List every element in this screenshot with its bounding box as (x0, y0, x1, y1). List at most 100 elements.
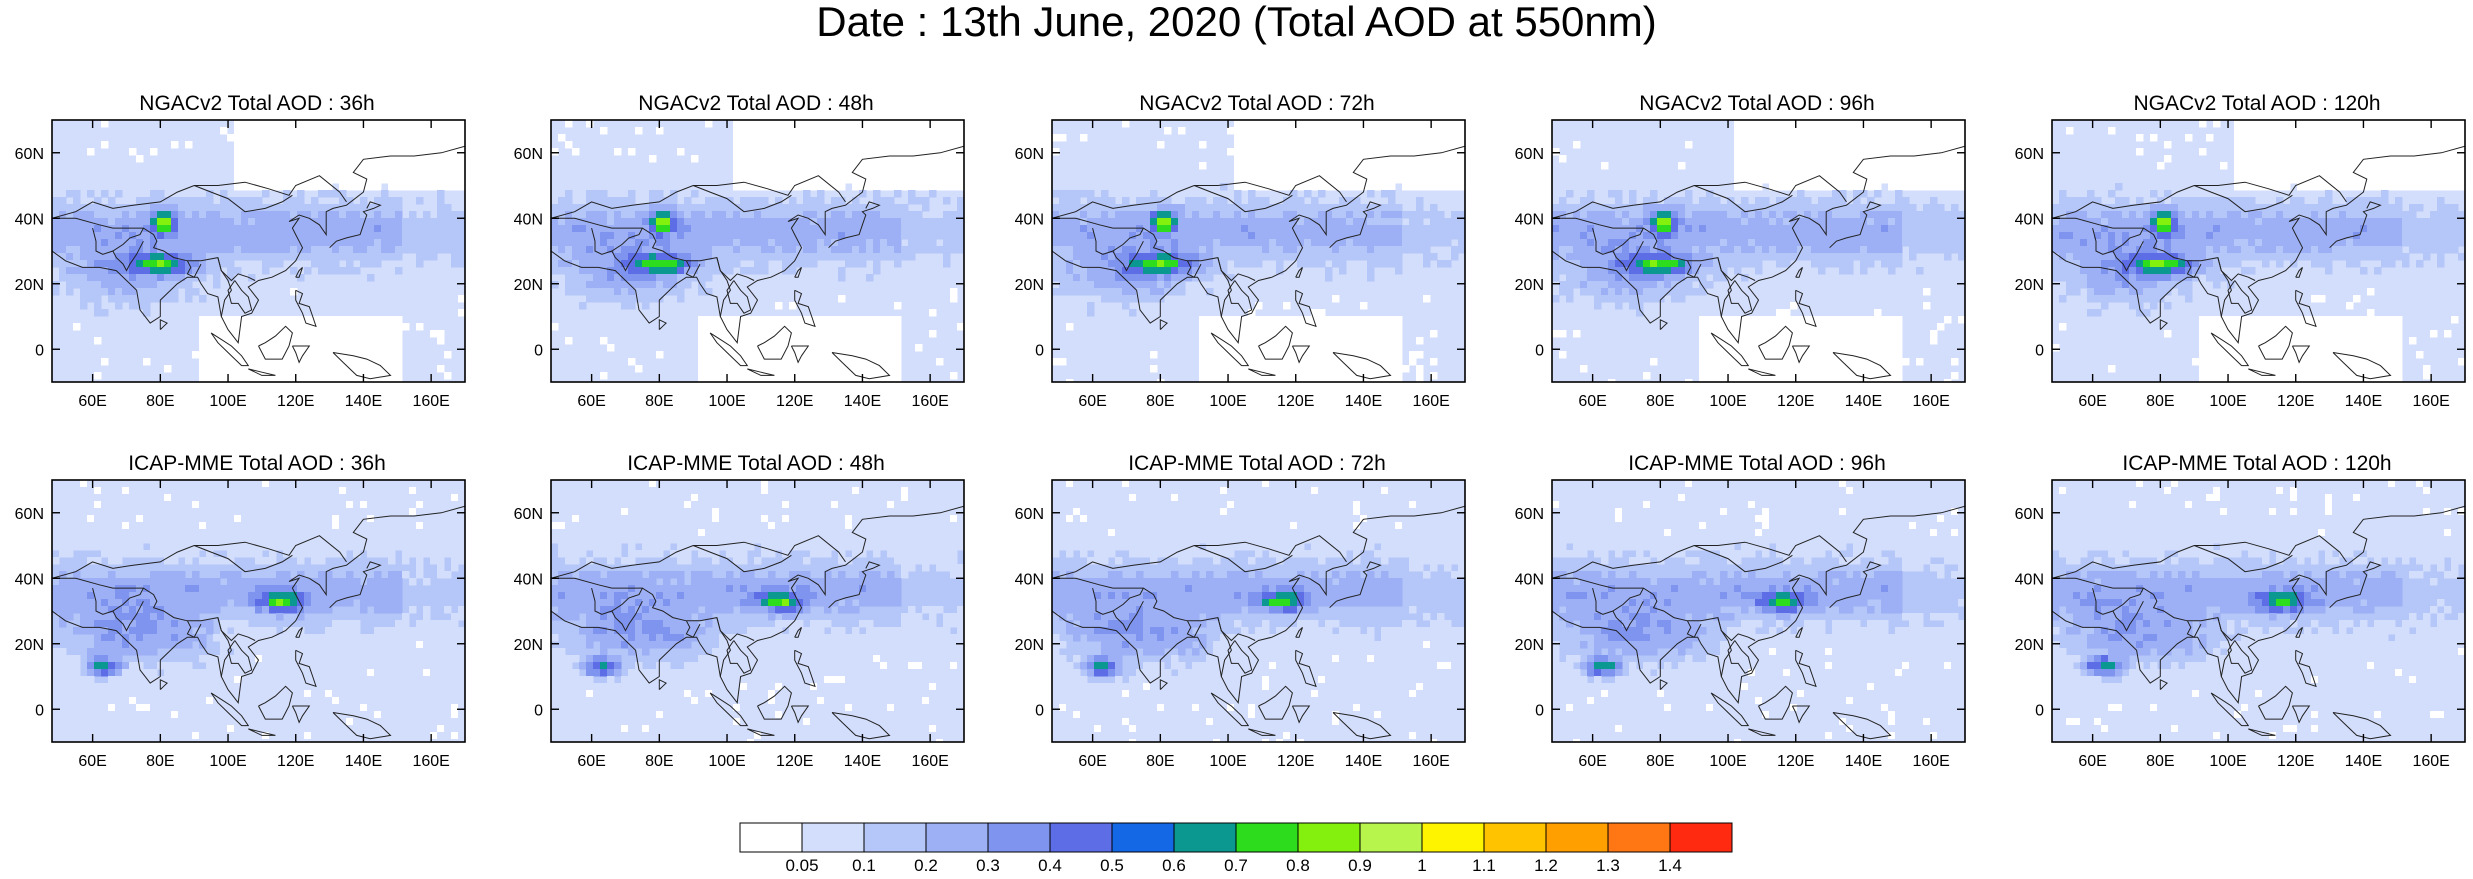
lat-tick-label: 0 (1035, 342, 1044, 359)
lat-tick-label: 40N (514, 211, 543, 228)
lon-tick-label: 80E (1146, 393, 1174, 410)
lat-tick-label: 20N (514, 277, 543, 294)
lon-tick-label: 80E (146, 753, 174, 770)
colorbar-label: 0.7 (1224, 856, 1248, 875)
lat-tick-label: 60N (2015, 146, 2044, 163)
panel-title: ICAP-MME Total AOD : 96h (1522, 452, 1992, 476)
colorbar-box (1298, 823, 1360, 852)
lon-tick-label: 100E (1709, 753, 1746, 770)
colorbar-label: 0.3 (976, 856, 1000, 875)
lat-tick-label: 40N (1515, 571, 1544, 588)
lon-tick-label: 160E (2412, 393, 2449, 410)
colorbar-label: 0.1 (852, 856, 876, 875)
lon-tick-label: 120E (776, 393, 813, 410)
panel-title: ICAP-MME Total AOD : 48h (521, 452, 991, 476)
lon-tick-label: 160E (2412, 753, 2449, 770)
lon-tick-label: 60E (78, 393, 106, 410)
lon-tick-label: 120E (776, 753, 813, 770)
colorbar-box (1174, 823, 1236, 852)
lat-tick-label: 60N (15, 506, 44, 523)
lon-tick-label: 100E (209, 393, 246, 410)
colorbar-box (864, 823, 926, 852)
lon-tick-label: 160E (412, 753, 449, 770)
colorbar-box (1670, 823, 1732, 852)
lon-tick-label: 160E (1412, 753, 1449, 770)
panel-title: NGACv2 Total AOD : 96h (1522, 92, 1992, 116)
lon-tick-label: 140E (2345, 753, 2382, 770)
lat-tick-label: 20N (1015, 277, 1044, 294)
colorbar-box (740, 823, 802, 852)
panel-title: NGACv2 Total AOD : 120h (2022, 92, 2473, 116)
lon-tick-label: 140E (1345, 753, 1382, 770)
colorbar-label: 0.8 (1286, 856, 1310, 875)
lat-tick-label: 60N (1515, 506, 1544, 523)
lon-tick-label: 80E (1646, 393, 1674, 410)
colorbar-box (1546, 823, 1608, 852)
lon-tick-label: 140E (844, 753, 881, 770)
lat-tick-label: 0 (534, 702, 543, 719)
lat-tick-label: 60N (1015, 506, 1044, 523)
colorbar-box (802, 823, 864, 852)
lon-tick-label: 60E (577, 753, 605, 770)
lon-tick-label: 60E (1578, 753, 1606, 770)
lon-tick-label: 60E (1078, 393, 1106, 410)
lon-tick-label: 60E (78, 753, 106, 770)
colorbar-label: 1.1 (1472, 856, 1496, 875)
panel-title: ICAP-MME Total AOD : 120h (2022, 452, 2473, 476)
lon-tick-label: 120E (1277, 753, 1314, 770)
lat-tick-label: 0 (1535, 702, 1544, 719)
lat-tick-label: 0 (35, 702, 44, 719)
lon-tick-label: 80E (1146, 753, 1174, 770)
lat-tick-label: 40N (15, 211, 44, 228)
lon-tick-label: 60E (1578, 393, 1606, 410)
lon-tick-label: 100E (2209, 753, 2246, 770)
lon-tick-label: 160E (1412, 393, 1449, 410)
lat-tick-label: 60N (2015, 506, 2044, 523)
lat-tick-label: 20N (1515, 277, 1544, 294)
lat-tick-label: 0 (1535, 342, 1544, 359)
colorbar-box (1608, 823, 1670, 852)
lon-tick-label: 160E (1912, 393, 1949, 410)
colorbar-label: 0.9 (1348, 856, 1372, 875)
lon-tick-label: 80E (1646, 753, 1674, 770)
lon-tick-label: 60E (1078, 753, 1106, 770)
lon-tick-label: 140E (345, 393, 382, 410)
lon-tick-label: 160E (1912, 753, 1949, 770)
colorbar-box (1360, 823, 1422, 852)
lon-tick-label: 120E (277, 753, 314, 770)
panel-title: NGACv2 Total AOD : 48h (521, 92, 991, 116)
lon-tick-label: 60E (2078, 393, 2106, 410)
lon-tick-label: 160E (911, 393, 948, 410)
colorbar-box (1050, 823, 1112, 852)
lon-tick-label: 100E (1709, 393, 1746, 410)
lon-tick-label: 100E (2209, 393, 2246, 410)
lon-tick-label: 140E (1845, 753, 1882, 770)
lat-tick-label: 20N (15, 637, 44, 654)
lon-tick-label: 80E (645, 753, 673, 770)
lon-tick-label: 80E (645, 393, 673, 410)
lon-tick-label: 120E (1777, 393, 1814, 410)
lon-tick-label: 120E (2277, 393, 2314, 410)
lon-tick-label: 100E (1209, 393, 1246, 410)
lat-tick-label: 0 (35, 342, 44, 359)
colorbar-box (926, 823, 988, 852)
lat-tick-label: 20N (2015, 277, 2044, 294)
colorbar-label: 1.4 (1658, 856, 1682, 875)
colorbar-box (1484, 823, 1546, 852)
colorbar-box (1236, 823, 1298, 852)
lon-tick-label: 80E (2146, 753, 2174, 770)
